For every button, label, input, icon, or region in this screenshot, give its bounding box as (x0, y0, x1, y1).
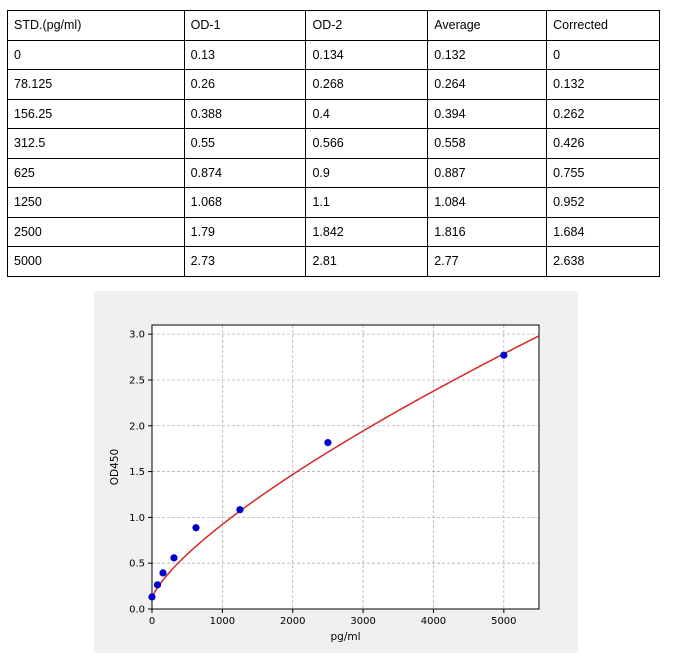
table-cell: 625 (7, 157, 185, 188)
table-header-cell: Average (427, 10, 548, 41)
data-point (170, 554, 178, 562)
table-cell: 0.566 (305, 128, 429, 159)
table-header-cell: OD-1 (183, 10, 307, 41)
table-cell: 0.268 (305, 69, 429, 100)
y-tick-label: 3.0 (129, 330, 145, 341)
table-cell: 2.77 (427, 246, 548, 277)
y-tick-label: 1.5 (129, 467, 145, 478)
table-cell: 0.132 (546, 69, 660, 100)
y-tick-label: 2.5 (129, 375, 145, 386)
x-axis-label: pg/ml (330, 631, 360, 643)
data-point (236, 506, 244, 514)
y-tick-label: 1.0 (129, 513, 145, 524)
table-cell: 1.684 (546, 216, 660, 247)
table-header-cell: Corrected (546, 10, 660, 41)
table-row: 625 0.874 0.9 0.887 0.755 (7, 157, 660, 188)
data-point (324, 439, 332, 447)
table-cell: 1.084 (427, 187, 548, 218)
table-row: 0 0.13 0.134 0.132 0 (7, 39, 660, 70)
x-tick-label: 4000 (421, 616, 446, 627)
table-cell: 0.426 (546, 128, 660, 159)
data-point (153, 581, 162, 589)
data-point (192, 524, 200, 532)
table-cell: 312.5 (7, 128, 185, 159)
y-tick-label: 2.0 (129, 421, 145, 432)
x-tick-label: 3000 (350, 616, 375, 627)
standard-table: STD.(pg/ml) OD-1 OD-2 Average Corrected 0 0.13… (7, 10, 660, 277)
x-tick-label: 1000 (210, 616, 235, 627)
data-point (159, 569, 167, 577)
table-cell: 1.842 (305, 216, 429, 247)
table-cell: 0.4 (305, 98, 429, 129)
table-cell: 0.262 (546, 98, 660, 129)
table-cell: 1.816 (427, 216, 548, 247)
table-cell: 0.264 (427, 69, 548, 100)
chart-svg: 0 1000 2000 3000 4000 5000 0.0 0.5 1.0 1.5 2.0 2.5 3… (109, 324, 540, 643)
x-tick-label: 0 (149, 616, 155, 627)
table-cell: 0.388 (183, 98, 307, 129)
table-cell: 78.125 (7, 69, 185, 100)
table-row: 78.125 0.26 0.268 0.264 0.132 (7, 69, 660, 100)
table-cell: 156.25 (7, 98, 185, 129)
data-point (148, 593, 156, 601)
table-cell: 2.73 (183, 246, 307, 277)
table-header-cell: STD.(pg/ml) (7, 10, 185, 41)
table-cell: 1.068 (183, 187, 307, 218)
table-row: 5000 2.73 2.81 2.77 2.638 (7, 246, 660, 277)
plot-frame (151, 324, 540, 610)
fit-curve-line (151, 335, 540, 600)
table-cell: 2.81 (305, 246, 429, 277)
table-cell: 1.1 (305, 187, 429, 218)
plot-area (152, 325, 539, 609)
y-tick-label: 0.0 (129, 605, 145, 616)
table-cell: 0.558 (427, 128, 548, 159)
table-row: 312.5 0.55 0.566 0.558 0.426 (7, 128, 660, 159)
table-cell: 0.887 (427, 157, 548, 188)
table-row: 2500 1.79 1.842 1.816 1.684 (7, 216, 660, 247)
table-cell: 2.638 (546, 246, 660, 277)
table-cell: 0.394 (427, 98, 548, 129)
table-cell: 5000 (7, 246, 185, 277)
table-row: 1250 1.068 1.1 1.084 0.952 (7, 187, 660, 218)
table-cell: 0.132 (427, 39, 548, 70)
table-cell: 0.13 (183, 39, 307, 70)
x-tick-label: 2000 (280, 616, 305, 627)
table-cell: 0.9 (305, 157, 429, 188)
table-cell: 0 (546, 39, 660, 70)
table-cell: 0.26 (183, 69, 307, 100)
standard-curve-chart: 0 1000 2000 3000 4000 5000 0.0 0.5 1.0 1.5 2.0 2.5 3… (94, 291, 578, 653)
data-point (500, 351, 508, 359)
table-cell: 0.134 (305, 39, 429, 70)
table-cell: 0 (7, 39, 185, 70)
y-axis-label: OD450 (109, 449, 121, 485)
table-header-cell: OD-2 (305, 10, 429, 41)
table-row: 156.25 0.388 0.4 0.394 0.262 (7, 98, 660, 129)
table-cell: 1.79 (183, 216, 307, 247)
x-tick-label: 5000 (491, 616, 516, 627)
table-cell: 0.952 (546, 187, 660, 218)
table-cell: 1250 (7, 187, 185, 218)
y-tick-label: 0.5 (129, 559, 145, 570)
table-cell: 0.874 (183, 157, 307, 188)
table-cell: 2500 (7, 216, 185, 247)
table-header-row: STD.(pg/ml) OD-1 OD-2 Average Corrected (7, 10, 660, 41)
table-cell: 0.755 (546, 157, 660, 188)
table-cell: 0.55 (183, 128, 307, 159)
